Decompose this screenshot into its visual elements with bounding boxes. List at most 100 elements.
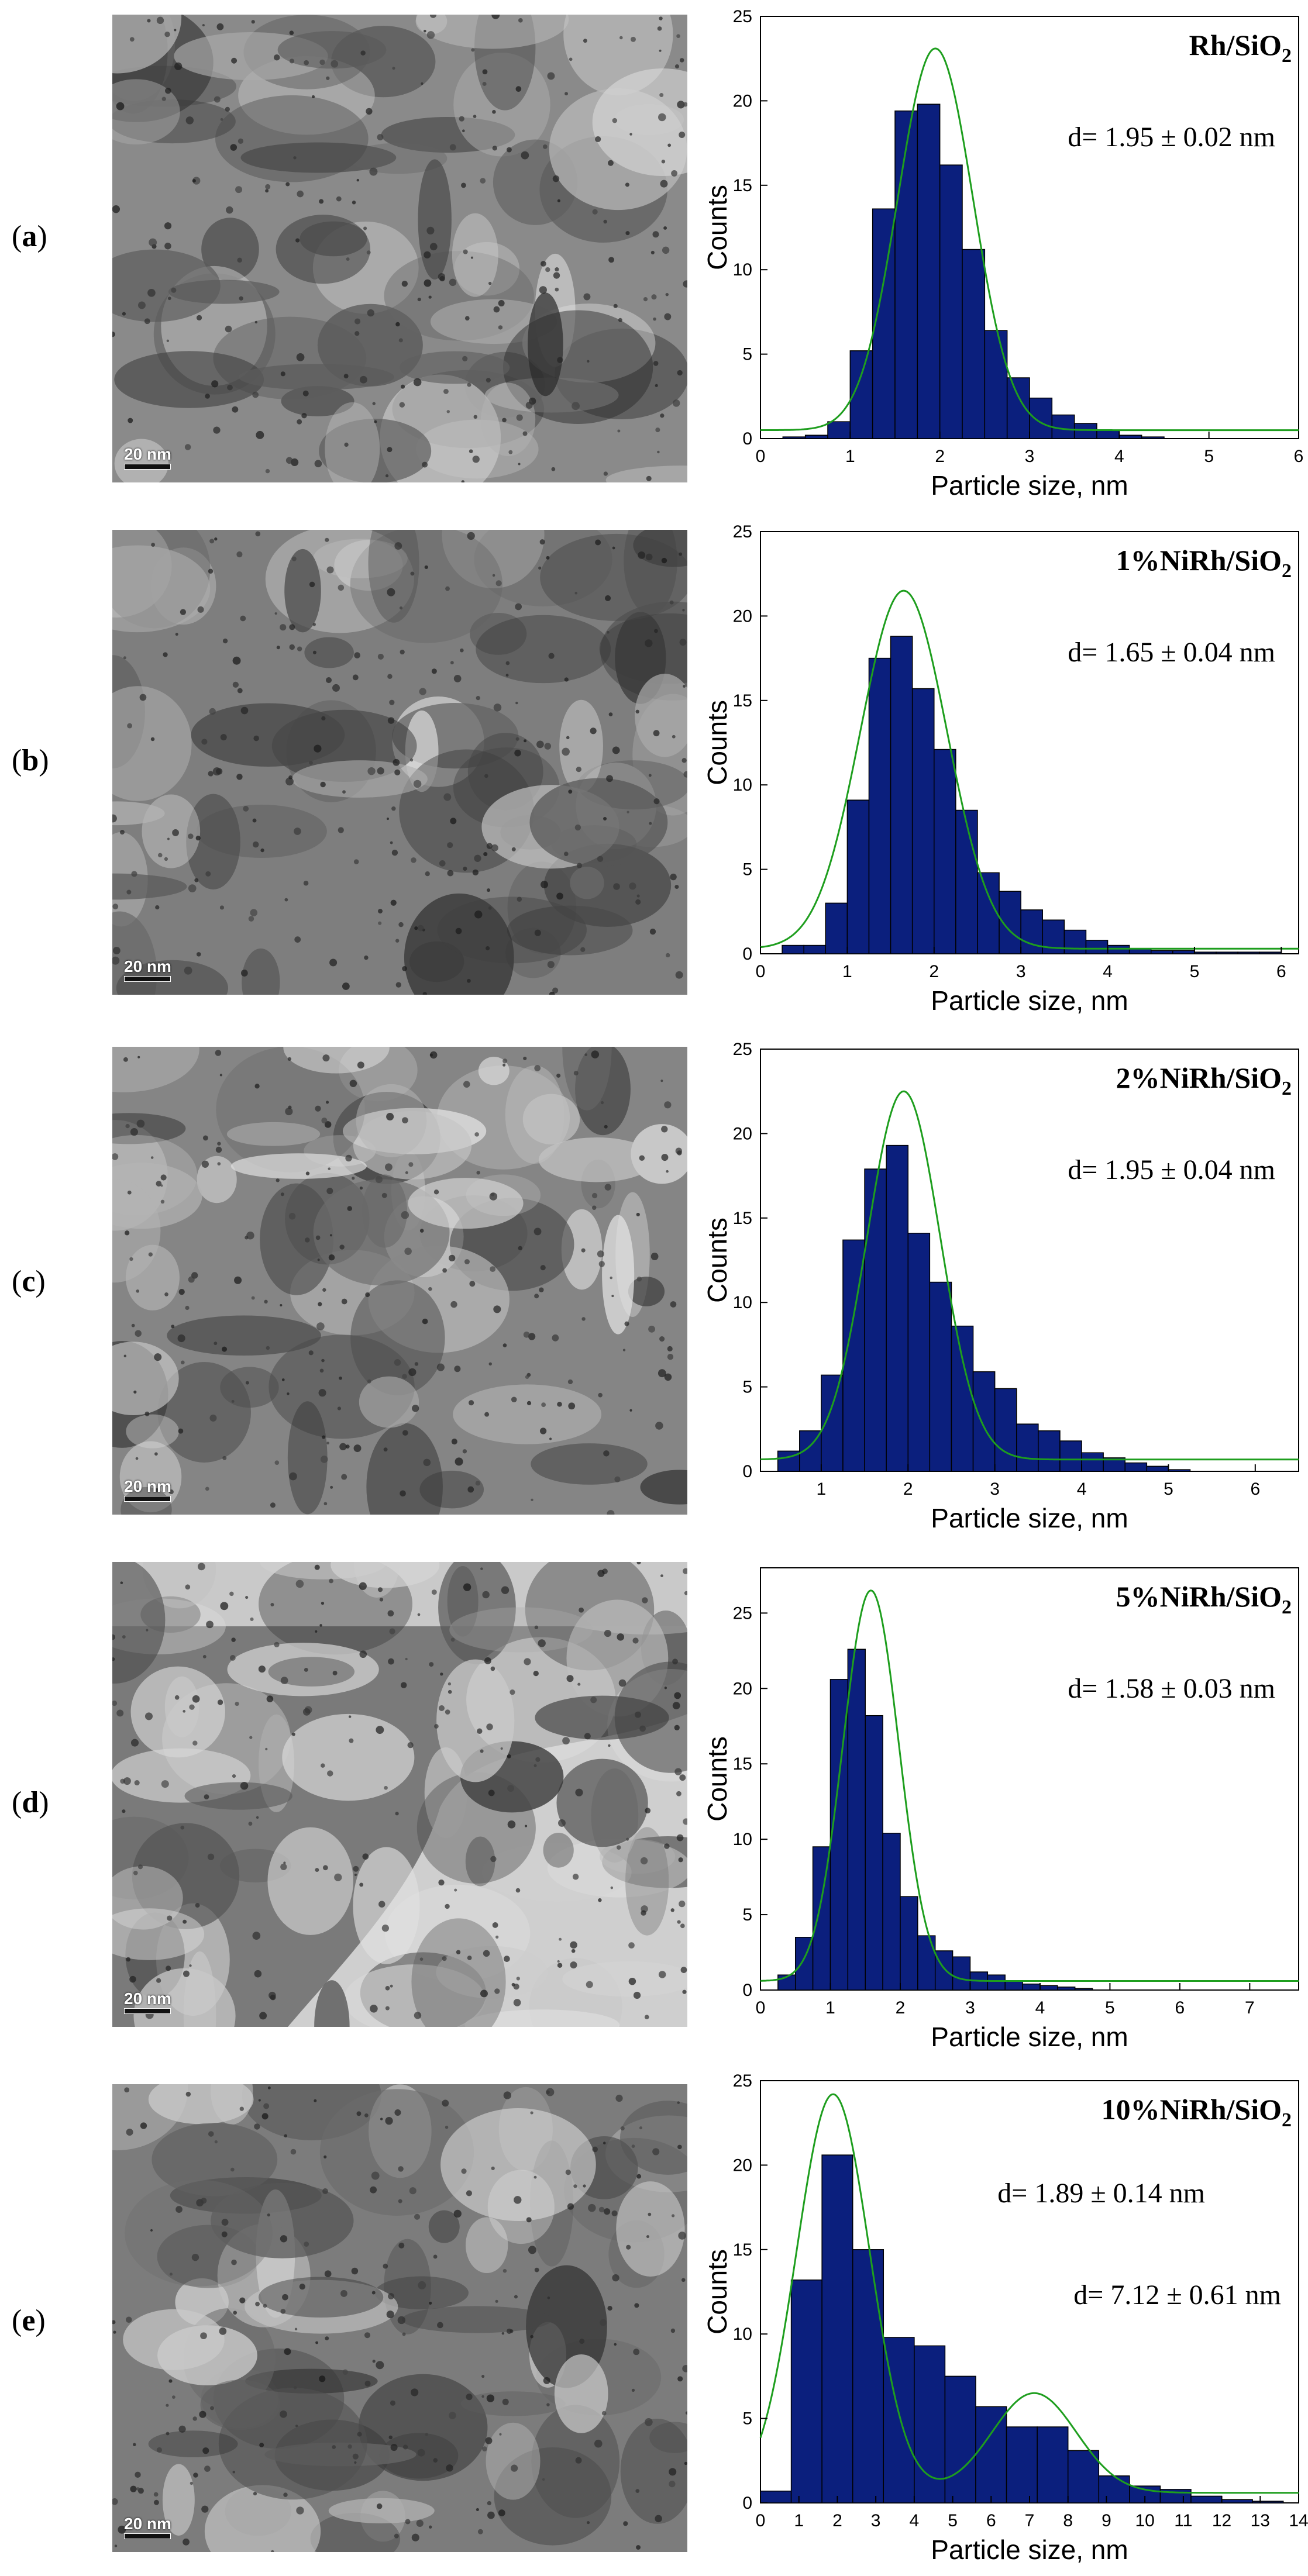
histogram-bar <box>1096 429 1120 439</box>
chart-title: 2%NiRh/SiO2 <box>1116 1061 1292 1099</box>
y-tick-label: 15 <box>733 2240 752 2260</box>
x-tick-label: 2 <box>903 1480 913 1499</box>
chart-title: 1%NiRh/SiO2 <box>1116 544 1292 582</box>
x-tick-label: 4 <box>1035 1998 1045 2018</box>
histogram-bar <box>1020 909 1044 954</box>
x-tick-label: 6 <box>1175 1998 1185 2018</box>
x-tick-label: 4 <box>910 2511 920 2530</box>
x-tick-label: 4 <box>1114 447 1124 466</box>
histogram-bar <box>821 2154 853 2503</box>
histogram-bar <box>760 2491 792 2503</box>
histogram-bar <box>929 1281 952 1472</box>
panel-label-d: (d) <box>12 1786 49 1819</box>
x-tick-label: 3 <box>1025 447 1035 466</box>
panel-label-e: (e) <box>12 2304 46 2337</box>
x-tick-label: 5 <box>1105 1998 1115 2018</box>
gaussian-fit-line <box>760 1589 1299 1982</box>
x-axis-label: Particle size, nm <box>931 2022 1128 2052</box>
y-tick-label: 20 <box>733 2156 752 2175</box>
histogram-bar <box>1194 951 1217 954</box>
histogram-bar <box>1074 1988 1093 1991</box>
y-tick-label: 15 <box>733 1209 752 1228</box>
x-axis-label: Particle size, nm <box>931 1503 1128 1533</box>
histogram-bar <box>1051 414 1075 439</box>
histogram-bar <box>917 104 941 439</box>
x-tick-label: 6 <box>1250 1480 1260 1499</box>
histogram-bar <box>1252 2501 1284 2503</box>
y-tick-label: 25 <box>733 7 752 26</box>
x-tick-label: 4 <box>1077 1480 1087 1499</box>
x-tick-label: 3 <box>990 1480 1000 1499</box>
y-tick-label: 15 <box>733 176 752 195</box>
histogram-chart-d: 0 1 2 3 4 5 6 7 0 5 10 15 20 25 Particle size, nm Count… <box>690 1557 1308 2060</box>
x-tick-label: 1 <box>845 447 855 466</box>
x-tick-label: 14 <box>1289 2511 1308 2530</box>
histogram-bar <box>894 110 918 439</box>
histogram-bar <box>934 1950 954 1991</box>
histogram-bar <box>939 164 963 439</box>
histogram-bar <box>1029 397 1053 439</box>
size-annotation: d= 1.95 ± 0.02 nm <box>1068 122 1275 153</box>
y-axis-label: Counts <box>702 2249 732 2334</box>
tem-image-c: 20 nm <box>112 1047 687 1515</box>
histogram-bar <box>827 421 851 439</box>
y-tick-label: 5 <box>742 860 752 880</box>
x-axis-label: Particle size, nm <box>931 470 1128 501</box>
scale-bar-c: 20 nm <box>124 1478 171 1502</box>
x-tick-label: 3 <box>965 1998 975 2018</box>
histogram-bar <box>944 2375 976 2503</box>
y-tick-label: 10 <box>733 1293 752 1312</box>
y-tick-label: 5 <box>742 1378 752 1397</box>
panel-label-a: (a) <box>12 220 47 253</box>
histogram-bar <box>846 799 870 954</box>
y-tick-label: 20 <box>733 1679 752 1698</box>
size-annotation: d= 1.89 ± 0.14 nm <box>997 2178 1205 2209</box>
y-tick-label: 25 <box>733 1040 752 1059</box>
gaussian-fit-line <box>760 1090 1299 1461</box>
x-tick-label: 10 <box>1135 2511 1154 2530</box>
histogram-bar <box>1124 1462 1148 1472</box>
y-tick-label: 25 <box>733 1603 752 1623</box>
panel-label-b: (b) <box>12 744 49 777</box>
y-tick-label: 25 <box>733 522 752 542</box>
y-axis-label: Counts <box>702 1736 732 1822</box>
chart-title: 10%NiRh/SiO2 <box>1102 2093 1292 2131</box>
y-tick-label: 20 <box>733 91 752 111</box>
histogram-bar <box>1221 2499 1253 2503</box>
x-tick-label: 2 <box>896 1998 906 2018</box>
scale-bar-e: 20 nm <box>124 2516 171 2539</box>
histogram-bar <box>951 1325 974 1472</box>
histogram-bar <box>1141 436 1165 439</box>
y-axis-label: Counts <box>702 185 732 270</box>
y-tick-label: 10 <box>733 775 752 795</box>
histogram-bar <box>975 2406 1007 2503</box>
histogram-bar <box>886 1144 909 1472</box>
histogram-bar <box>825 902 848 954</box>
y-tick-label: 10 <box>733 2325 752 2344</box>
size-annotation: d= 1.58 ± 0.03 nm <box>1068 1673 1275 1704</box>
x-tick-label: 0 <box>756 962 766 981</box>
histogram-chart-e: 0 1 2 3 4 5 6 7 8 9 10 11 12 13 14 0 5 10 15 20 25 Particle s… <box>690 2070 1308 2573</box>
size-annotation: d= 1.65 ± 0.04 nm <box>1068 637 1275 668</box>
histogram-bar <box>782 436 806 439</box>
y-tick-label: 5 <box>742 2409 752 2429</box>
histogram-bar <box>1063 929 1087 954</box>
histogram-bar <box>1081 1452 1104 1472</box>
x-tick-label: 1 <box>842 962 852 981</box>
chart-title: Rh/SiO2 <box>1189 29 1292 67</box>
y-tick-label: 0 <box>742 1981 752 2000</box>
histogram-bar <box>852 2249 884 2503</box>
histogram-chart-c: 1 2 3 4 5 6 0 5 10 15 20 25 Particle size, nm Counts 2… <box>690 1039 1308 1542</box>
histogram-bar <box>1237 951 1260 954</box>
x-tick-label: 2 <box>935 447 945 466</box>
histogram-bar <box>790 2280 822 2503</box>
histogram-bar <box>865 1715 883 1991</box>
histogram-bar <box>1098 2475 1130 2503</box>
y-tick-label: 20 <box>733 1124 752 1143</box>
histogram-bar <box>1073 423 1097 439</box>
histogram-bar <box>812 1846 831 1991</box>
histogram-bar <box>1037 2426 1069 2503</box>
scale-bar-d: 20 nm <box>124 1991 171 2014</box>
y-tick-label: 0 <box>742 2494 752 2513</box>
histogram-bar <box>1004 1980 1023 1991</box>
